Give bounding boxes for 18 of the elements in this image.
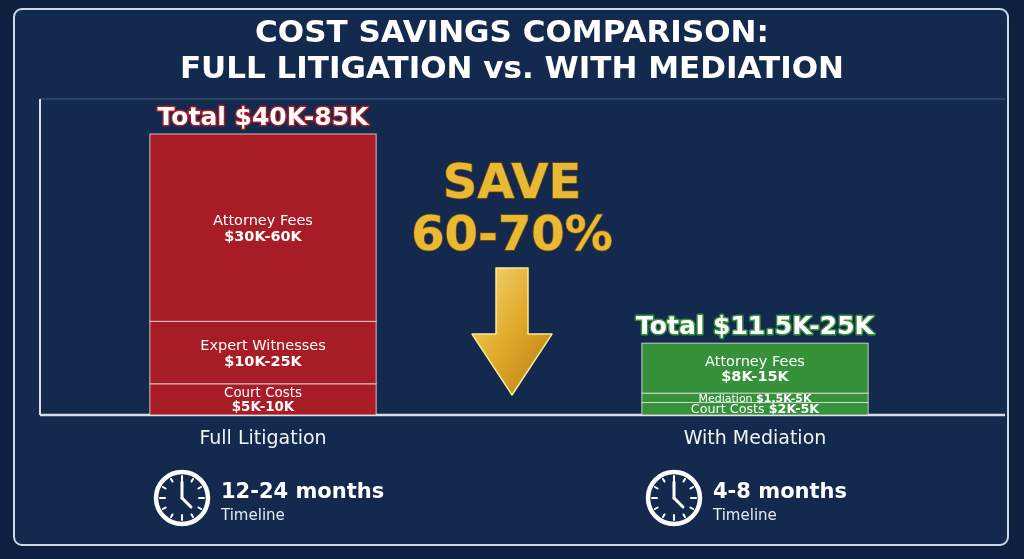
total-label: Total $11.5K-25K: [636, 311, 876, 341]
text: Attorney Fees: [213, 212, 313, 229]
total-label: Total $40K-85K: [157, 102, 371, 131]
text: Court Costs: [224, 385, 302, 401]
data-label: $2K-5K: [768, 401, 821, 417]
x-tick-label: Full Litigation: [199, 426, 327, 448]
data-label: $30K-60K: [224, 227, 303, 244]
text: 12-24 months: [221, 479, 385, 503]
annotation: SAVE 60-70%: [411, 153, 613, 261]
chart-title: COST SAVINGS COMPARISON: FULL LITIGATION vs. WITH MEDIATION: [179, 13, 845, 85]
text: Timeline: [712, 506, 777, 524]
data-label: $5K-10K: [231, 399, 295, 415]
data-label: $8K-15K: [721, 368, 790, 385]
series-label: Mediation: [698, 391, 753, 405]
x-tick-label: With Mediation: [683, 426, 827, 448]
series-label: Attorney Fees: [705, 352, 805, 369]
text: Timeline: [220, 506, 285, 524]
text: 4-8 months: [713, 479, 847, 503]
